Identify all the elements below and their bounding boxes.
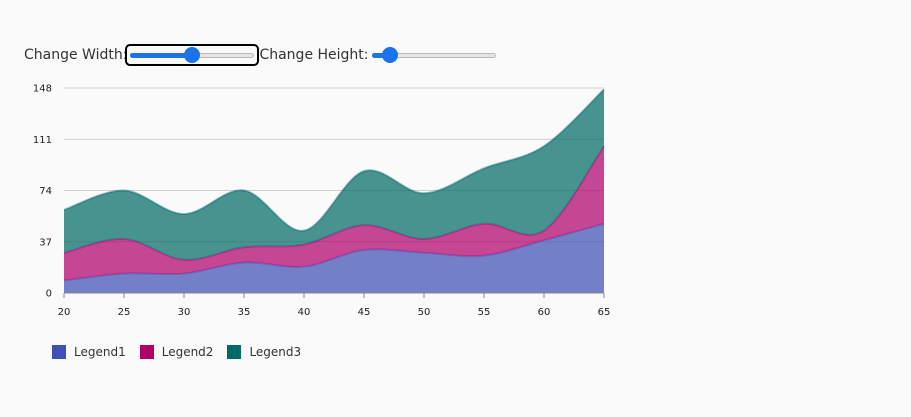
legend-item-legend3[interactable]: Legend3 xyxy=(227,345,301,359)
area-legend3 xyxy=(64,89,604,260)
legend-label: Legend3 xyxy=(249,345,302,359)
x-tick-label: 35 xyxy=(238,307,251,318)
x-tick-label: 45 xyxy=(358,307,371,318)
height-slider[interactable] xyxy=(369,46,499,64)
width-slider-fill xyxy=(130,53,193,58)
y-tick-label: 0 xyxy=(46,289,52,300)
legend-item-legend2[interactable]: Legend2 xyxy=(139,345,214,359)
legend-swatch xyxy=(227,345,242,359)
x-tick-label: 30 xyxy=(178,307,191,318)
width-label: Change Width: xyxy=(24,47,128,63)
x-tick-label: 20 xyxy=(58,307,71,318)
legend-item-legend1[interactable]: Legend1 xyxy=(52,345,126,359)
x-tick-label: 50 xyxy=(418,307,431,318)
y-tick-label: 148 xyxy=(33,84,52,95)
x-tick-label: 40 xyxy=(298,307,311,318)
y-tick-label: 111 xyxy=(33,135,52,146)
chart-legend: Legend1 Legend2 Legend3 xyxy=(52,345,315,359)
y-tick-label: 74 xyxy=(39,186,52,197)
x-tick-label: 60 xyxy=(538,307,551,318)
legend-label: Legend1 xyxy=(74,345,126,359)
legend-swatch xyxy=(139,345,154,359)
size-controls: Change Width: Change Height: xyxy=(24,44,499,66)
y-tick-label: 37 xyxy=(39,237,52,248)
height-label: Change Height: xyxy=(259,47,369,63)
legend-label: Legend2 xyxy=(161,345,214,359)
width-slider[interactable] xyxy=(125,44,260,66)
height-slider-thumb[interactable] xyxy=(382,47,399,63)
x-tick-label: 55 xyxy=(478,307,491,318)
x-tick-label: 65 xyxy=(598,307,611,318)
series-line-legend3 xyxy=(63,88,605,232)
height-slider-fill xyxy=(371,53,391,58)
area-legend1 xyxy=(64,223,604,293)
area-legend2 xyxy=(64,146,604,281)
legend-swatch xyxy=(52,345,66,359)
width-slider-thumb[interactable] xyxy=(184,47,201,63)
x-tick-label: 25 xyxy=(118,307,131,318)
